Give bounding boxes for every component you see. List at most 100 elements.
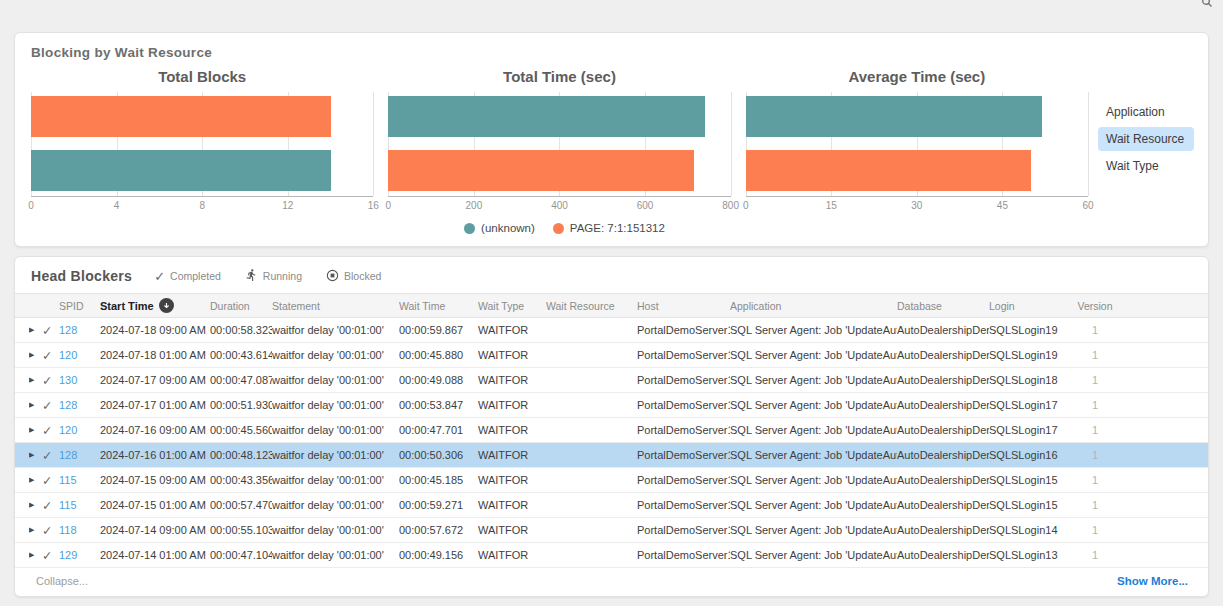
cell-duration: 00:00:43.356 [210,474,272,486]
selector-item-wait-type[interactable]: Wait Type [1098,154,1194,178]
expand-row-icon[interactable]: ▶ [29,476,42,484]
cell-start-time: 2024-07-15 09:00 AM [100,474,210,486]
spid-cell: ▶✓115 [29,473,100,488]
cell-database: AutoDealershipDemo [897,524,989,536]
cell-statement: waitfor delay '00:01:00' [272,399,399,411]
tick-label: 4 [114,200,120,211]
chart-total-time-sec: Total Time (sec)0200400600800 [388,60,730,213]
table-row[interactable]: ▶✓1182024-07-14 09:00 AM00:00:55.103wait… [15,518,1208,543]
cell-application: SQL Server Agent: Job 'UpdateAutoName' [730,449,897,461]
bar-page-7-1-151312[interactable] [31,96,331,137]
cell-host: PortalDemoServer13 [637,549,730,561]
table-row[interactable]: ▶✓1152024-07-15 09:00 AM00:00:43.356wait… [15,468,1208,493]
cell-host: PortalDemoServer19 [637,349,730,361]
blocked-icon [326,269,339,284]
column-header-application[interactable]: Application [730,300,897,312]
cell-login: SQLSLogin15 [989,474,1065,486]
status-legend-label: Blocked [344,270,381,282]
selector-item-application[interactable]: Application [1098,100,1194,124]
cell-database: AutoDealershipDemo [897,424,989,436]
column-header-host[interactable]: Host [637,300,730,312]
table-row[interactable]: ▶✓1282024-07-17 01:00 AM00:00:51.930wait… [15,393,1208,418]
cell-application: SQL Server Agent: Job 'UpdateAutoName' [730,399,897,411]
cell-host: PortalDemoServer15 [637,499,730,511]
cell-database: AutoDealershipDemo [897,374,989,386]
tick-label: 400 [551,200,568,211]
show-more-link[interactable]: Show More... [1117,575,1188,587]
cell-wait-time: 00:00:47.701 [399,424,478,436]
table-row[interactable]: ▶✓1282024-07-18 09:00 AM00:00:58.323wait… [15,318,1208,343]
cell-database: AutoDealershipDemo [897,324,989,336]
column-header-spid[interactable]: SPID [29,300,100,312]
spid-value: 128 [59,449,77,461]
completed-status-icon: ✓ [42,348,59,363]
search-icon[interactable] [1201,0,1213,6]
column-header-login[interactable]: Login [989,300,1065,312]
expand-row-icon[interactable]: ▶ [29,376,42,384]
legend-dot [464,223,475,234]
expand-row-icon[interactable]: ▶ [29,501,42,509]
expand-row-icon[interactable]: ▶ [29,426,42,434]
column-header-wait-type[interactable]: Wait Type [478,300,546,312]
expand-row-icon[interactable]: ▶ [29,326,42,334]
legend-item-unknown[interactable]: (unknown) [464,222,535,234]
spid-value: 128 [59,324,77,336]
legend-label: PAGE: 7:1:151312 [570,222,665,234]
tick-label: 0 [386,200,392,211]
bar-page-7-1-151312[interactable] [746,150,1031,191]
cell-application: SQL Server Agent: Job 'UpdateAutoName' [730,374,897,386]
column-header-duration[interactable]: Duration [210,300,272,312]
cell-statement: waitfor delay '00:01:00' [272,524,399,536]
legend-dot [553,223,564,234]
cell-duration: 00:00:58.323 [210,324,272,336]
cell-login: SQLSLogin15 [989,499,1065,511]
cell-duration: 00:00:51.930 [210,399,272,411]
table-row[interactable]: ▶✓1282024-07-16 01:00 AM00:00:48.123wait… [15,443,1208,468]
collapse-link[interactable]: Collapse... [36,575,88,587]
selector-item-wait-resource[interactable]: Wait Resource [1098,127,1194,151]
column-header-wait-time[interactable]: Wait Time [399,300,478,312]
column-header-database[interactable]: Database [897,300,989,312]
bar-page-7-1-151312[interactable] [388,150,694,191]
bar-unknown[interactable] [388,96,705,137]
table-row[interactable]: ▶✓1202024-07-16 09:00 AM00:00:45.560wait… [15,418,1208,443]
cell-login: SQLSLogin19 [989,324,1065,336]
table-row[interactable]: ▶✓1152024-07-15 01:00 AM00:00:57.470wait… [15,493,1208,518]
column-header-wait-resource[interactable]: Wait Resource [546,300,637,312]
cell-start-time: 2024-07-14 09:00 AM [100,524,210,536]
charts-row: Total Blocks0481216Total Time (sec)02004… [31,60,1098,213]
expand-row-icon[interactable]: ▶ [29,551,42,559]
table-row[interactable]: ▶✓1202024-07-18 01:00 AM00:00:43.614wait… [15,343,1208,368]
expand-row-icon[interactable]: ▶ [29,351,42,359]
expand-row-icon[interactable]: ▶ [29,526,42,534]
legend-item-page-7-1-151312[interactable]: PAGE: 7:1:151312 [553,222,665,234]
cell-wait-time: 00:00:49.156 [399,549,478,561]
table-row[interactable]: ▶✓1302024-07-17 09:00 AM00:00:47.087wait… [15,368,1208,393]
spid-cell: ▶✓115 [29,498,100,513]
cell-database: AutoDealershipDemo [897,399,989,411]
cell-host: PortalDemoServer15 [637,474,730,486]
spid-value: 120 [59,424,77,436]
column-header-version[interactable]: Version [1065,300,1125,312]
expand-row-icon[interactable]: ▶ [29,451,42,459]
expand-row-icon[interactable]: ▶ [29,401,42,409]
chart-average-time-sec: Average Time (sec)015304560 [746,60,1088,213]
cell-duration: 00:00:48.123 [210,449,272,461]
x-axis-ticks: 0200400600800 [388,197,730,213]
column-header-start-time[interactable]: Start Time [100,298,210,313]
gridline [1088,92,1089,196]
status-legend-completed: ✓Completed [154,269,221,284]
completed-status-icon: ✓ [42,498,59,513]
cell-wait-time: 00:00:49.088 [399,374,478,386]
bar-unknown[interactable] [746,96,1043,137]
cell-application: SQL Server Agent: Job 'UpdateAutoName' [730,499,897,511]
table-row[interactable]: ▶✓1292024-07-14 01:00 AM00:00:47.104wait… [15,543,1208,568]
chart-title: Average Time (sec) [746,68,1088,86]
cell-duration: 00:00:47.087 [210,374,272,386]
column-header-statement[interactable]: Statement [272,300,399,312]
cell-login: SQLSLogin17 [989,399,1065,411]
tick-label: 8 [199,200,205,211]
cell-wait-time: 00:00:45.880 [399,349,478,361]
cell-wait-time: 00:00:57.672 [399,524,478,536]
bar-unknown[interactable] [31,150,331,191]
